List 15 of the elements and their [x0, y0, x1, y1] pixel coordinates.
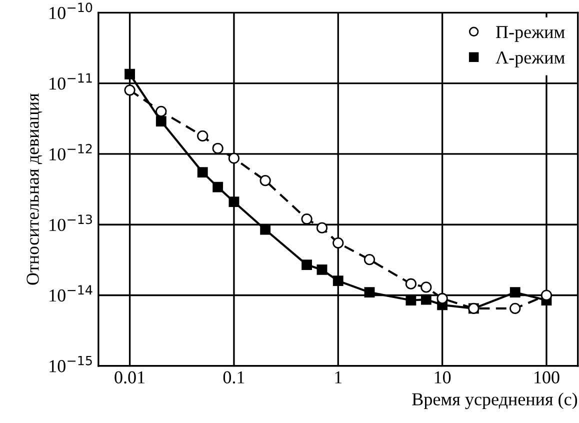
x-axis-title: Время усреднения (с)	[412, 392, 578, 410]
x-tick-label: 1	[335, 371, 342, 384]
y-tick-label: 10$^{−12}$	[50, 144, 92, 160]
y-tick-label: 10$^{−10}$	[50, 2, 92, 20]
y-tick-label: 10$^{−11}$	[50, 73, 92, 90]
x-tick-label: 0.1	[223, 371, 244, 384]
legend-label: Λ-режим	[496, 52, 565, 68]
x-tick-label: 0.01	[114, 371, 145, 384]
y-tick-label: 10$^{−13}$	[50, 214, 92, 232]
x-tick-label: 100	[534, 371, 560, 384]
y-tick-label: 10$^{−15}$	[50, 356, 92, 372]
y-axis-title: Относительная девиация	[26, 93, 42, 285]
legend-label: П-режим	[496, 26, 565, 42]
x-tick-label: 10	[434, 371, 451, 384]
y-tick-label: 10$^{−14}$	[50, 285, 92, 302]
